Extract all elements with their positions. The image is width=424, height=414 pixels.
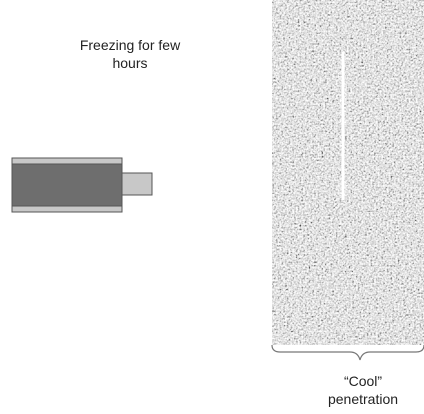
sample xyxy=(11,157,153,213)
result-label: “Cool” penetration xyxy=(327,373,399,407)
frozen-block xyxy=(272,0,424,345)
process-label: Freezing for few hours xyxy=(79,37,181,71)
brace xyxy=(271,344,424,361)
